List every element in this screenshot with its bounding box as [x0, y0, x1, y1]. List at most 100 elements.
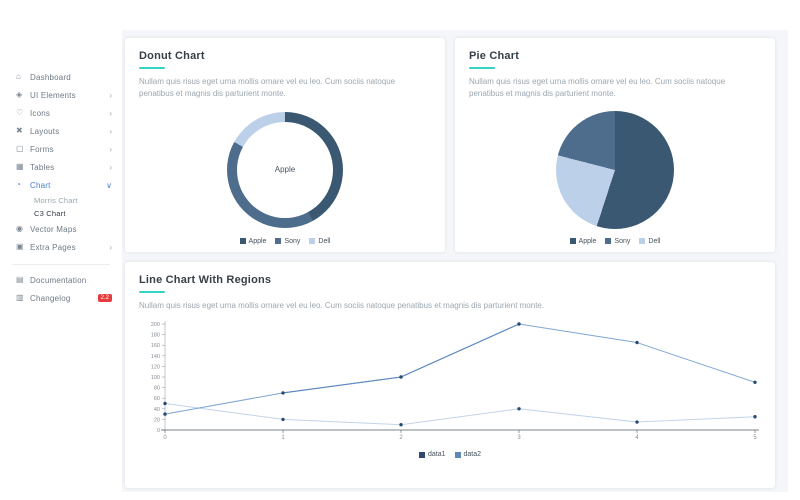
- legend-label: Dell: [318, 237, 331, 245]
- sidebar-item-label: Extra Pages: [30, 242, 76, 252]
- sidebar-item-ui-elements[interactable]: ◈ UI Elements ›: [0, 86, 122, 104]
- sidebar-divider: [12, 264, 110, 265]
- pie-chart-area: [469, 109, 761, 231]
- pie-chart[interactable]: [556, 110, 674, 229]
- sidebar-item-label: Forms: [30, 144, 54, 154]
- chart-icon: ◔: [16, 180, 21, 189]
- svg-text:20: 20: [154, 418, 160, 424]
- content-area: Donut Chart Nullam quis risus eget urna …: [122, 30, 788, 492]
- legend-item-dell[interactable]: Dell: [309, 238, 330, 245]
- legend-item-dell[interactable]: Dell: [639, 238, 660, 245]
- sidebar-item-label: Layouts: [30, 126, 60, 136]
- legend-label: data2: [463, 451, 482, 459]
- title-underline: [469, 67, 495, 69]
- chevron-right-icon: ›: [109, 126, 112, 136]
- legend-item-sony[interactable]: Sony: [275, 238, 300, 245]
- sidebar-subitem-label: Morris Chart: [34, 196, 78, 205]
- svg-text:40: 40: [154, 407, 160, 413]
- version-badge: 2.2: [97, 294, 112, 302]
- sidebar-item-layouts[interactable]: ✖ Layouts ›: [0, 122, 122, 140]
- legend-swatch: [239, 238, 246, 245]
- sidebar-item-forms[interactable]: ▢ Forms ›: [0, 140, 122, 158]
- legend-item-apple[interactable]: Apple: [569, 237, 597, 245]
- legend-swatch: [418, 451, 425, 458]
- chevron-right-icon: ›: [109, 108, 112, 118]
- svg-text:3: 3: [517, 435, 521, 441]
- sidebar-item-dashboard[interactable]: ⌂ Dashboard: [0, 68, 122, 86]
- sidebar-footer-nav: ▤ Documentation ▥ Changelog 2.2: [0, 271, 122, 307]
- line-chart-svg: 0 20 40 60 80 100 120 140 160 180 200 0 1 2 3 4 5: [151, 321, 759, 441]
- legend-item-data1[interactable]: data1: [418, 451, 446, 459]
- donut-chart[interactable]: Apple: [227, 111, 343, 228]
- donut-legend: Apple Sony Dell: [139, 238, 431, 245]
- pie-chart-card: Pie Chart Nullam quis risus eget urna mo…: [455, 38, 775, 252]
- sidebar-item-extra-pages[interactable]: ▣ Extra Pages ›: [0, 238, 122, 256]
- sidebar-subitem-label: C3 Chart: [34, 209, 66, 218]
- sidebar-item-label: Tables: [30, 162, 55, 172]
- legend-swatch: [569, 238, 576, 245]
- donut-chart-area: Apple: [139, 109, 431, 231]
- sidebar-item-documentation[interactable]: ▤ Documentation: [0, 271, 122, 289]
- legend-swatch: [454, 451, 461, 458]
- sidebar-item-label: UI Elements: [30, 90, 76, 100]
- sidebar-item-label: Documentation: [30, 275, 87, 285]
- donut-center-label: Apple: [274, 165, 296, 175]
- legend-swatch: [309, 238, 316, 245]
- svg-text:200: 200: [151, 322, 160, 328]
- line-chart[interactable]: 0 20 40 60 80 100 120 140 160 180 200 0 1 2 3 4 5: [139, 318, 761, 444]
- svg-text:180: 180: [151, 333, 160, 339]
- legend-label: Apple: [248, 237, 267, 245]
- svg-text:5: 5: [753, 435, 757, 441]
- table-icon: ▦: [16, 162, 24, 171]
- legend-label: Sony: [614, 237, 631, 245]
- donut-hole: Apple: [237, 121, 333, 218]
- donut-card-title: Donut Chart: [139, 50, 205, 62]
- svg-text:1: 1: [281, 435, 285, 441]
- form-icon: ▢: [16, 144, 24, 153]
- sidebar-item-changelog[interactable]: ▥ Changelog 2.2: [0, 289, 122, 307]
- legend-label: Apple: [578, 237, 597, 245]
- sidebar-nav: ⌂ Dashboard ◈ UI Elements › ♡ Icons › ✖ Layouts › ▢…: [0, 68, 122, 256]
- svg-text:4: 4: [635, 435, 639, 441]
- legend-swatch: [605, 238, 612, 245]
- sidebar-item-label: Changelog: [30, 293, 71, 303]
- donut-chart-card: Donut Chart Nullam quis risus eget urna …: [125, 38, 445, 252]
- box-icon: ◈: [16, 90, 23, 99]
- home-icon: ⌂: [16, 72, 21, 81]
- sidebar: ⌂ Dashboard ◈ UI Elements › ♡ Icons › ✖ Layouts › ▢…: [0, 0, 122, 500]
- book-icon: ▤: [16, 275, 24, 284]
- legend-swatch: [275, 238, 282, 245]
- chevron-right-icon: ›: [109, 90, 112, 100]
- svg-text:100: 100: [151, 375, 160, 381]
- legend-label: data1: [427, 451, 446, 459]
- top-cards-row: Donut Chart Nullam quis risus eget urna …: [125, 38, 775, 252]
- sidebar-subitem-c3-chart[interactable]: C3 Chart: [0, 207, 122, 220]
- sidebar-item-tables[interactable]: ▦ Tables ›: [0, 158, 122, 176]
- sidebar-subitem-morris-chart[interactable]: Morris Chart: [0, 194, 122, 207]
- sidebar-item-chart[interactable]: ◔ Chart ∨: [0, 176, 122, 194]
- line-chart-legend: data1 data2: [139, 451, 761, 458]
- pie-legend: Apple Sony Dell: [469, 238, 761, 245]
- sidebar-item-label: Chart: [30, 180, 51, 190]
- map-pin-icon: ◉: [16, 224, 23, 233]
- title-underline: [139, 291, 165, 293]
- sidebar-item-label: Icons: [30, 108, 51, 118]
- svg-text:80: 80: [154, 386, 160, 392]
- legend-swatch: [639, 238, 646, 245]
- pages-icon: ▣: [16, 242, 24, 251]
- sidebar-item-icons[interactable]: ♡ Icons ›: [0, 104, 122, 122]
- svg-text:120: 120: [151, 365, 160, 371]
- title-underline: [139, 67, 165, 69]
- svg-text:0: 0: [157, 428, 160, 434]
- svg-text:2: 2: [399, 435, 403, 441]
- legend-item-apple[interactable]: Apple: [239, 237, 267, 245]
- pie-card-title: Pie Chart: [469, 50, 520, 62]
- legend-item-data2[interactable]: data2: [454, 451, 482, 459]
- sidebar-item-vector-maps[interactable]: ◉ Vector Maps: [0, 220, 122, 238]
- heart-icon: ♡: [16, 108, 24, 117]
- line-card-description: Nullam quis risus eget urna mollis ornar…: [139, 301, 545, 310]
- chevron-right-icon: ›: [109, 144, 112, 154]
- donut-card-description: Nullam quis risus eget urna mollis ornar…: [139, 77, 396, 99]
- legend-item-sony[interactable]: Sony: [605, 238, 630, 245]
